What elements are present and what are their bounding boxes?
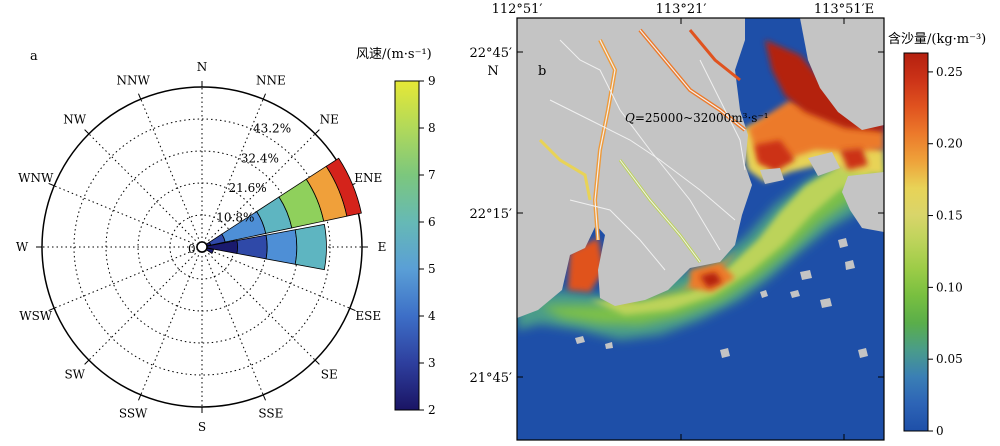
- lon-label-1: 112°51′: [492, 2, 543, 17]
- sediment-colorbar-bar: [903, 52, 929, 432]
- ring-label: 10.8%: [216, 210, 254, 224]
- direction-label-nnw: NNW: [116, 74, 150, 88]
- panel-b: b Q=25000~32000m³·s⁻¹ 112°51′ 113°21′ 11…: [469, 2, 986, 441]
- wind-cb-tick-label: 2: [428, 403, 436, 417]
- wind-colorbar: 风速/(m·s⁻¹) 2 3 4 5 6 7 8 9: [356, 47, 436, 417]
- wind-cb-tick-label: 8: [428, 121, 436, 135]
- rose-spoke: [88, 246, 203, 361]
- rose-tick: [138, 93, 142, 100]
- direction-label-nw: NW: [63, 113, 87, 127]
- ring-label: 21.6%: [228, 181, 266, 195]
- rose-center: [196, 241, 208, 253]
- rose-spoke: [88, 133, 203, 248]
- sediment-cb-tick-label: 0.20: [936, 137, 963, 151]
- wind-cb-tick-label: 4: [428, 309, 436, 323]
- direction-label-n: N: [197, 60, 208, 74]
- island-1: [808, 152, 840, 176]
- panel-a-label: a: [30, 49, 38, 64]
- wind-cb-tick-label: 6: [428, 215, 436, 229]
- lon-label-2: 113°21′: [656, 2, 707, 17]
- ring-label: 32.4%: [241, 151, 279, 165]
- sediment-cb-tick-label: 0.05: [936, 352, 963, 366]
- direction-label-nne: NNE: [256, 74, 286, 88]
- rose-spoke: [201, 246, 264, 396]
- rose-spoke: [53, 185, 203, 248]
- direction-label-ssw: SSW: [119, 406, 148, 420]
- rose-spoke: [140, 246, 203, 396]
- wind-cb-tick-label: 5: [428, 262, 436, 276]
- sediment-cb-tick-label: 0.10: [936, 280, 963, 294]
- rose-tick: [262, 93, 266, 100]
- discharge-annotation: Q=25000~32000m³·s⁻¹: [625, 111, 769, 125]
- rose-tick: [262, 394, 266, 401]
- rose-center-label: 0: [188, 242, 196, 256]
- eastern-peninsula: [842, 172, 884, 232]
- panel-b-label: b: [538, 64, 546, 79]
- wind-cb-tick-label: 7: [428, 168, 436, 182]
- rose-tick: [84, 129, 90, 135]
- direction-label-ene: ENE: [354, 171, 382, 185]
- panel-a: a 10.8%21.6%32.4%43.2% NNNENEENEEESESESS…: [16, 47, 436, 434]
- wind-cb-tick-label: 9: [428, 74, 436, 88]
- sediment-cb-tick-label: 0.25: [936, 65, 963, 79]
- rose-ring: [73, 118, 331, 376]
- lat-label-1: 22°45′: [469, 46, 512, 61]
- direction-label-sw: SW: [64, 367, 85, 381]
- northeast-land: [800, 18, 884, 130]
- discharge-value: =25000~32000m³·s⁻¹: [635, 111, 769, 125]
- wind-colorbar-ticks: 2 3 4 5 6 7 8 9: [419, 74, 436, 417]
- rose-spoke: [53, 246, 203, 309]
- island-2: [760, 168, 784, 184]
- sediment-colorbar: 含沙量/(kg·m⁻³) 0 0.05 0.10 0.15 0.20 0.25: [888, 31, 986, 438]
- sediment-cb-tick-label: 0: [936, 424, 944, 438]
- petal-e-bin-3: [265, 229, 298, 265]
- direction-label-s: S: [198, 420, 206, 434]
- rose-tick: [314, 359, 320, 365]
- rose-petals: [205, 157, 362, 271]
- rose-tick: [314, 129, 320, 135]
- map-frame: [516, 17, 885, 441]
- direction-label-ese: ESE: [355, 309, 381, 323]
- wind-cb-tick-label: 3: [428, 356, 436, 370]
- discharge-symbol: Q: [625, 111, 635, 125]
- direction-label-w: W: [16, 240, 29, 254]
- rose-tick: [349, 307, 356, 311]
- petal-e-bin-4: [294, 223, 327, 271]
- rose-spoke: [140, 98, 203, 248]
- sediment-colorbar-title: 含沙量/(kg·m⁻³): [888, 31, 986, 47]
- direction-label-e: E: [378, 240, 387, 254]
- north-label: N: [487, 64, 498, 79]
- rose-tick: [48, 307, 55, 311]
- ring-label: 43.2%: [253, 122, 291, 136]
- direction-label-wsw: WSW: [19, 309, 53, 323]
- rose-tick: [138, 394, 142, 401]
- river-channels: [538, 28, 747, 271]
- rose-tick: [48, 183, 55, 187]
- rose-direction-labels: N NNE NE ENE E ESE SE SSE S SSW SW WSW W WNW NW NNW: [16, 60, 387, 434]
- map-area: [517, 18, 884, 440]
- direction-label-wnw: WNW: [18, 171, 54, 185]
- lat-label-2: 22°15′: [469, 207, 512, 222]
- direction-label-sse: SSE: [258, 406, 283, 420]
- sediment-colorbar-ticks: 0 0.05 0.10 0.15 0.20 0.25: [928, 65, 963, 438]
- sediment-cb-tick-label: 0.15: [936, 209, 963, 223]
- lon-label-3: 113°51′E: [814, 2, 874, 17]
- wind-colorbar-title: 风速/(m·s⁻¹): [356, 47, 432, 62]
- lat-label-3: 21°45′: [469, 371, 512, 386]
- direction-label-ne: NE: [320, 113, 339, 127]
- wind-colorbar-bar: [394, 80, 420, 411]
- rose-ring-labels: 10.8% 21.6% 32.4% 43.2%: [216, 122, 291, 225]
- direction-label-se: SE: [321, 367, 338, 381]
- rose-tick: [84, 359, 90, 365]
- petal-ene-bin-7: [325, 157, 362, 217]
- map-tick-marks: [516, 18, 884, 440]
